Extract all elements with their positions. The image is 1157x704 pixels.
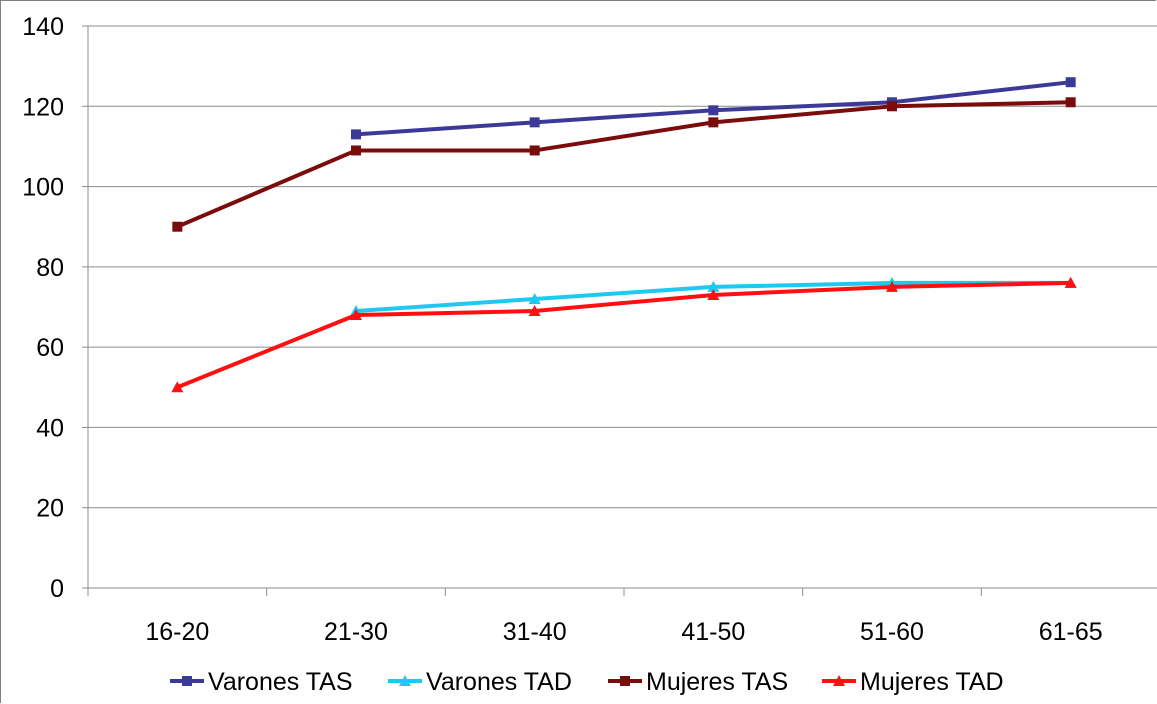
legend-entry-varones-tas: Varones TAS: [170, 668, 353, 696]
legend-label: Mujeres TAD: [860, 668, 1004, 696]
axes: [82, 25, 982, 596]
y-tick-label: 40: [36, 414, 64, 442]
data-point-mujeres-tad: [171, 381, 184, 393]
x-tick-label: 21-30: [324, 618, 388, 646]
y-tick-label: 0: [50, 575, 64, 603]
data-point-mujeres-tad: [886, 280, 898, 292]
x-tick-label: 41-50: [681, 618, 745, 646]
data-point-varones-tad: [707, 280, 720, 292]
data-point-mujeres-tad: [1064, 276, 1077, 288]
data-point-mujeres-tad: [350, 309, 362, 321]
data-point-mujeres-tas: [172, 221, 183, 232]
y-tick-label: 100: [22, 174, 64, 202]
data-point-varones-tas: [708, 105, 719, 116]
y-tick-label: 140: [22, 13, 64, 41]
data-point-varones-tas: [529, 117, 540, 128]
data-point-mujeres-tas: [351, 145, 361, 156]
data-point-mujeres-tad: [707, 288, 720, 300]
y-tick-label: 80: [36, 254, 64, 282]
legend: Varones TAS Varones TAD Mujeres TAS Mujeres…: [170, 668, 1004, 696]
data-point-mujeres-tad: [528, 305, 541, 317]
series-mujeres-tad: [171, 276, 1077, 393]
data-point-mujeres-tas: [708, 117, 719, 128]
legend-entry-varones-tad: Varones TAD: [388, 668, 572, 696]
legend-label: Varones TAD: [426, 668, 572, 696]
y-tick-labels: 0 20 40 60 80 100 120 140: [22, 13, 64, 603]
data-point-varones-tad: [528, 292, 541, 304]
series-line-mujeres-tad: [176, 280, 1071, 390]
legend-label: Varones TAS: [208, 668, 353, 696]
series-varones-tas: [351, 77, 1076, 140]
x-tick-label: 31-40: [503, 618, 567, 646]
data-point-varones-tas: [1065, 77, 1076, 88]
y-tick-label: 60: [36, 334, 64, 362]
legend-entry-mujeres-tas: Mujeres TAS: [608, 668, 788, 696]
data-point-mujeres-tas: [529, 145, 540, 156]
x-tick-label: 61-65: [1039, 618, 1103, 646]
legend-marker: [182, 676, 192, 686]
y-tick-label: 20: [36, 495, 64, 523]
legend-label: Mujeres TAS: [646, 668, 788, 696]
series-mujeres-tas: [172, 97, 1076, 232]
x-tick-label: 51-60: [860, 618, 924, 646]
legend-marker: [833, 675, 845, 686]
series-line-mujeres-tas: [176, 100, 1071, 229]
legend-marker: [399, 675, 411, 686]
series: [171, 77, 1077, 393]
y-tick-label: 120: [22, 93, 64, 121]
data-point-mujeres-tas: [887, 101, 897, 112]
data-point-mujeres-tas: [1065, 97, 1076, 108]
legend-marker: [620, 676, 630, 686]
gridlines: [88, 25, 1157, 589]
x-tick-label: 16-20: [145, 618, 209, 646]
data-point-varones-tas: [351, 129, 361, 140]
legend-entry-mujeres-tad: Mujeres TAD: [822, 668, 1004, 696]
x-tick-labels: 16-20 21-30 31-40 41-50 51-60 61-65: [145, 618, 1102, 646]
